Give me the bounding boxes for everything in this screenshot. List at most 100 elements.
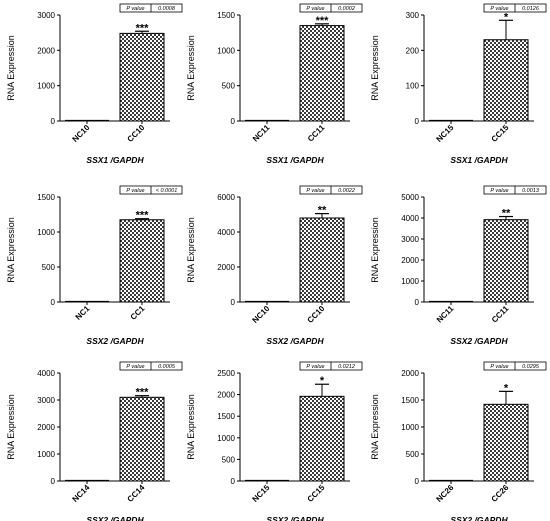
y-tick-label: 0 <box>415 298 420 307</box>
y-tick-label: 0 <box>231 117 236 126</box>
category-label: CC10 <box>126 123 147 144</box>
bar-cc1 <box>119 219 165 303</box>
category-label: CC26 <box>490 483 511 504</box>
y-tick-label: 500 <box>222 82 236 91</box>
chart-panel-8: RNA Expression 0 500 1000 1500 2000 2500 NC15 CC… <box>186 361 363 521</box>
category-label: CC14 <box>126 483 147 504</box>
x-axis-label: SSX2 /GAPDH <box>86 515 144 521</box>
significance-marker: * <box>504 382 509 394</box>
y-tick-label: 0 <box>231 298 236 307</box>
y-tick-label: 1500 <box>217 11 235 20</box>
significance-marker: ** <box>318 205 327 217</box>
chart-panel-6: RNA Expression 0 1000 2000 3000 4000 5000 NC11 C… <box>370 185 547 346</box>
y-tick-label: 2000 <box>401 256 419 265</box>
pvalue-label: P value <box>490 188 508 194</box>
significance-marker: * <box>504 11 509 23</box>
y-axis-label: RNA Expression <box>370 217 380 283</box>
chart-panel-5: RNA Expression 0 2000 4000 6000 NC10 CC10 ** P v… <box>186 185 363 346</box>
y-tick-label: 1000 <box>217 434 235 443</box>
pvalue-value: 0.0008 <box>158 6 176 12</box>
bar-cc15 <box>299 395 345 482</box>
y-tick-label: 1500 <box>217 412 235 421</box>
y-tick-label: 1000 <box>37 228 55 237</box>
x-axis-label: SSX2 /GAPDH <box>450 336 508 346</box>
y-tick-label: 3000 <box>37 11 55 20</box>
y-tick-label: 1500 <box>37 193 55 202</box>
y-tick-label: 1500 <box>401 396 419 405</box>
significance-marker: *** <box>136 210 150 222</box>
y-tick-label: 2000 <box>217 263 235 272</box>
y-tick-label: 0 <box>231 477 236 486</box>
y-tick-label: 2000 <box>37 423 55 432</box>
y-tick-label: 500 <box>42 263 56 272</box>
significance-marker: *** <box>136 22 150 34</box>
bar-cc10 <box>119 32 165 122</box>
significance-marker: ** <box>502 208 511 220</box>
pvalue-value: 0.0002 <box>338 6 355 12</box>
y-tick-label: 1000 <box>401 277 419 286</box>
y-tick-label: 2500 <box>217 369 235 378</box>
category-label: NC14 <box>71 483 92 504</box>
pvalue-label: P value <box>306 364 324 370</box>
category-label: CC11 <box>306 123 327 144</box>
x-axis-label: SSX2 /GAPDH <box>450 515 508 521</box>
y-tick-label: 4000 <box>37 369 55 378</box>
pvalue-label: P value <box>126 6 144 12</box>
y-tick-label: 300 <box>406 11 420 20</box>
y-tick-label: 200 <box>406 46 420 55</box>
pvalue-label: P value <box>306 188 324 194</box>
category-label: NC15 <box>251 483 272 504</box>
y-tick-label: 500 <box>222 455 236 464</box>
pvalue-value: 0.0013 <box>522 188 540 194</box>
y-axis-label: RNA Expression <box>6 35 16 101</box>
y-tick-label: 1000 <box>401 423 419 432</box>
y-tick-label: 3000 <box>37 396 55 405</box>
y-axis-label: RNA Expression <box>370 394 380 460</box>
x-axis-label: SSX2 /GAPDH <box>266 515 324 521</box>
bar-cc11 <box>299 25 345 122</box>
pvalue-value: 0.0126 <box>522 6 540 12</box>
category-label: CC15 <box>490 123 511 144</box>
bar-cc10 <box>299 217 345 303</box>
category-label: CC1 <box>129 304 147 322</box>
y-tick-label: 2000 <box>401 369 419 378</box>
pvalue-value: < 0.0001 <box>156 188 178 194</box>
pvalue-label: P value <box>490 6 508 12</box>
y-axis-label: RNA Expression <box>186 394 196 460</box>
y-tick-label: 0 <box>415 117 420 126</box>
category-label: NC11 <box>435 304 456 325</box>
y-tick-label: 2000 <box>217 391 235 400</box>
pvalue-label: P value <box>126 364 144 370</box>
y-tick-label: 2000 <box>37 46 55 55</box>
bar-cc11 <box>483 219 529 303</box>
y-tick-label: 0 <box>51 298 56 307</box>
y-axis-label: RNA Expression <box>186 217 196 283</box>
y-tick-label: 100 <box>406 82 420 91</box>
y-tick-label: 0 <box>415 477 420 486</box>
category-label: CC11 <box>490 304 511 325</box>
category-label: NC10 <box>71 123 92 144</box>
chart-panel-1: RNA Expression 0 1000 2000 3000 NC10 CC10 *** P … <box>6 3 183 165</box>
bar-cc14 <box>119 396 165 482</box>
x-axis-label: SSX1 /GAPDH <box>450 155 508 165</box>
pvalue-value: 0.0005 <box>158 364 176 370</box>
category-label: CC15 <box>306 483 327 504</box>
y-tick-label: 0 <box>51 117 56 126</box>
bar-cc15 <box>483 39 529 122</box>
y-axis-label: RNA Expression <box>6 217 16 283</box>
y-tick-label: 5000 <box>401 193 419 202</box>
bar-cc26 <box>483 403 529 482</box>
y-tick-label: 3000 <box>401 235 419 244</box>
y-tick-label: 6000 <box>217 193 235 202</box>
y-tick-label: 500 <box>406 450 420 459</box>
pvalue-value: 0.0212 <box>338 364 355 370</box>
significance-marker: *** <box>316 15 330 27</box>
x-axis-label: SSX1 /GAPDH <box>86 155 144 165</box>
category-label: CC10 <box>306 304 327 325</box>
category-label: NC10 <box>251 304 272 325</box>
y-axis-label: RNA Expression <box>370 35 380 101</box>
chart-panel-2: RNA Expression 0 500 1000 1500 NC11 CC11 *** P v… <box>186 3 363 165</box>
pvalue-value: 0.0295 <box>522 364 540 370</box>
category-label: NC15 <box>435 123 456 144</box>
